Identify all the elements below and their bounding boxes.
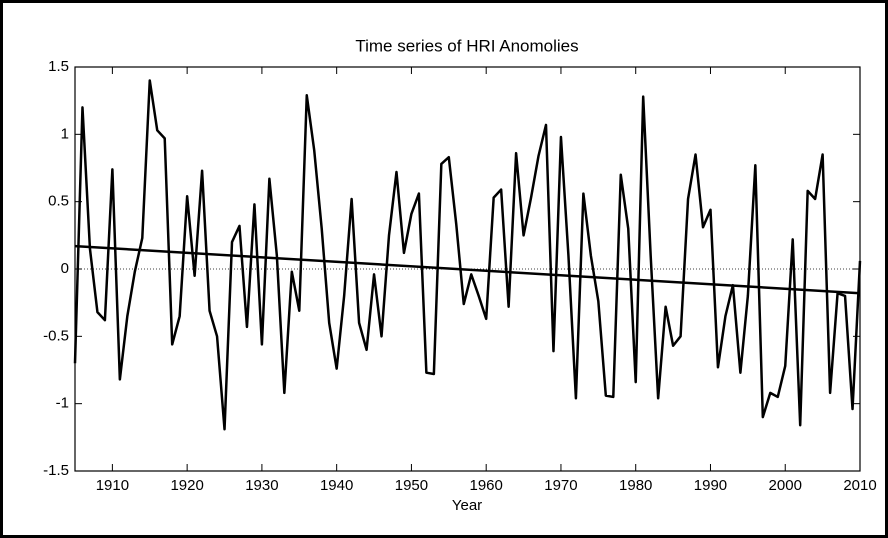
y-tick-label: -1 (56, 395, 69, 412)
x-tick-label: 1980 (619, 477, 652, 494)
y-tick-label: 0.5 (48, 193, 69, 210)
x-tick-label: 1960 (470, 477, 503, 494)
x-tick-label: 1940 (320, 477, 353, 494)
y-tick-label: 1 (61, 125, 69, 142)
y-tick-label: -1.5 (43, 462, 69, 479)
x-tick-label: 1920 (170, 477, 203, 494)
x-tick-label: 1990 (694, 477, 727, 494)
y-tick-label: 0 (61, 260, 69, 277)
x-tick-label: 2010 (843, 477, 876, 494)
y-tick-label: -0.5 (43, 327, 69, 344)
series-line (73, 79, 862, 431)
series-line (74, 244, 861, 295)
x-tick-label: 1910 (96, 477, 129, 494)
x-tick-label: 2000 (769, 477, 802, 494)
chart-title: Time series of HRI Anomolies (355, 36, 578, 55)
y-tick-label: 1.5 (48, 58, 69, 75)
x-axis-label: Year (452, 497, 482, 514)
x-tick-label: 1930 (245, 477, 278, 494)
x-tick-label: 1950 (395, 477, 428, 494)
x-tick-label: 1970 (544, 477, 577, 494)
